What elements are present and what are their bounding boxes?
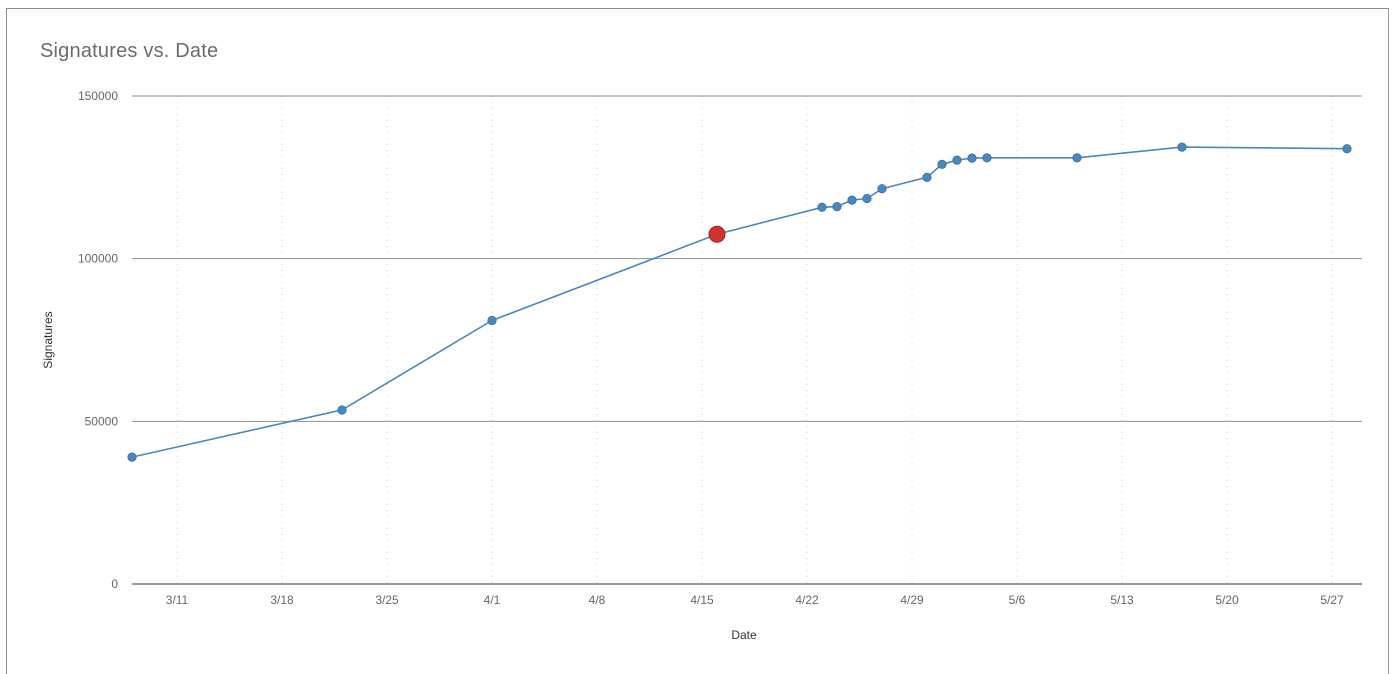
x-tick-labels: 3/11 3/18 3/25 4/1 4/8 4/15 4/22 4/29 5/6 5/13 5/2…: [166, 593, 1344, 607]
x-tick-label: 5/20: [1215, 593, 1239, 607]
y-tick-label: 0: [111, 577, 118, 591]
chart-title: Signatures vs. Date: [40, 40, 219, 62]
data-points: [127, 142, 1352, 462]
y-tick-label: 50000: [85, 414, 119, 428]
x-tick-label: 5/27: [1320, 593, 1344, 607]
x-axis-label: Date: [731, 628, 757, 642]
series-line-group: [131, 146, 1348, 458]
x-tick-label: 4/1: [484, 593, 501, 607]
data-point: [952, 155, 962, 165]
x-tick-label: 5/13: [1110, 593, 1134, 607]
data-point: [877, 184, 887, 194]
x-tick-label: 3/11: [166, 593, 189, 607]
data-point: [127, 452, 137, 462]
data-point: [922, 172, 932, 182]
y-tick-label: 150000: [78, 89, 118, 103]
data-point: [1342, 144, 1352, 154]
x-tick-label: 5/6: [1009, 593, 1026, 607]
y-tick-labels: 0 50000 100000 150000: [78, 89, 118, 591]
data-point: [337, 405, 347, 415]
data-point: [1072, 153, 1082, 163]
x-tick-label: 3/18: [270, 593, 294, 607]
y-tick-label: 100000: [78, 252, 118, 266]
highlighted-data-point: [708, 225, 726, 243]
signatures-line: [131, 146, 1348, 458]
data-point: [832, 202, 842, 212]
x-tick-label: 4/15: [690, 593, 714, 607]
data-point: [982, 153, 992, 163]
data-point: [862, 193, 872, 204]
gridlines: [132, 95, 1362, 585]
chart-frame: [6, 8, 1389, 674]
data-point: [487, 315, 497, 326]
data-point: [937, 159, 947, 169]
x-tick-label: 4/8: [589, 593, 606, 607]
y-axis-label: Signatures: [41, 311, 55, 368]
data-point: [967, 153, 977, 163]
data-point: [817, 202, 827, 212]
x-tick-label: 3/25: [375, 593, 399, 607]
x-tick-label: 4/22: [795, 593, 819, 607]
data-point: [847, 195, 857, 205]
x-tick-label: 4/29: [900, 593, 924, 607]
data-point: [1177, 142, 1187, 152]
